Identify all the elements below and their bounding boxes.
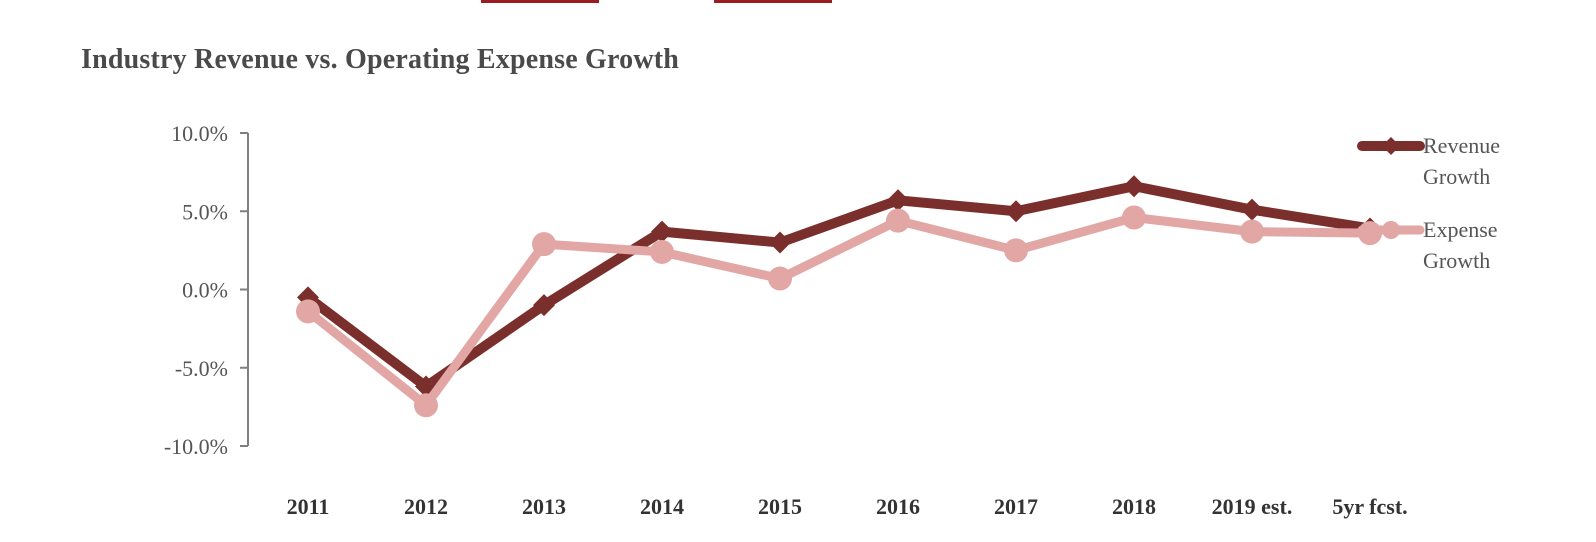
chart-title: Industry Revenue vs. Operating Expense G… [81,44,680,75]
expense-point [768,266,792,291]
expense-point [532,232,556,257]
legend-label: Growth [1423,164,1490,189]
expense-point [650,239,674,264]
series-line-expense [303,213,1375,410]
legend-label: Growth [1423,248,1490,273]
x-tick-label: 2016 [876,494,920,519]
y-tick-label: 0.0% [182,278,228,303]
x-tick-label: 5yr fcst. [1332,494,1407,519]
y-tick-label: -5.0% [175,356,228,381]
revenue-point [651,220,673,243]
x-tick-label: 2015 [758,494,802,519]
x-tick-label: 2018 [1112,494,1156,519]
x-tick-label: 2014 [640,494,684,519]
revenue-point [769,231,791,254]
x-tick-label: 2011 [287,494,330,519]
legend-marker-diamond [1382,137,1400,155]
x-tick-label: 2013 [522,494,566,519]
expense-point [296,299,320,324]
expense-point [414,393,438,418]
revenue-point [533,294,555,317]
top-tab-indicator [714,0,832,3]
expense-point [1004,238,1028,263]
expense-point [1122,205,1146,230]
x-tick-label: 2019 est. [1212,494,1293,519]
top-tab-indicator [481,0,599,3]
revenue-point [1241,198,1263,221]
expense-point [1240,219,1264,244]
x-tick-label: 2017 [994,494,1038,519]
revenue-point [1005,200,1027,223]
series-line-revenue [303,181,1375,392]
x-tick-label: 2012 [404,494,448,519]
legend-label: Expense [1423,217,1498,242]
expense-point [886,208,910,233]
legend-label: Revenue [1423,133,1500,158]
y-tick-label: -10.0% [164,434,228,459]
y-tick-label: 5.0% [182,199,228,224]
legend-marker-circle [1382,221,1400,239]
y-tick-label: 10.0% [171,121,228,146]
revenue-point [887,189,909,212]
revenue-point [1123,175,1145,198]
